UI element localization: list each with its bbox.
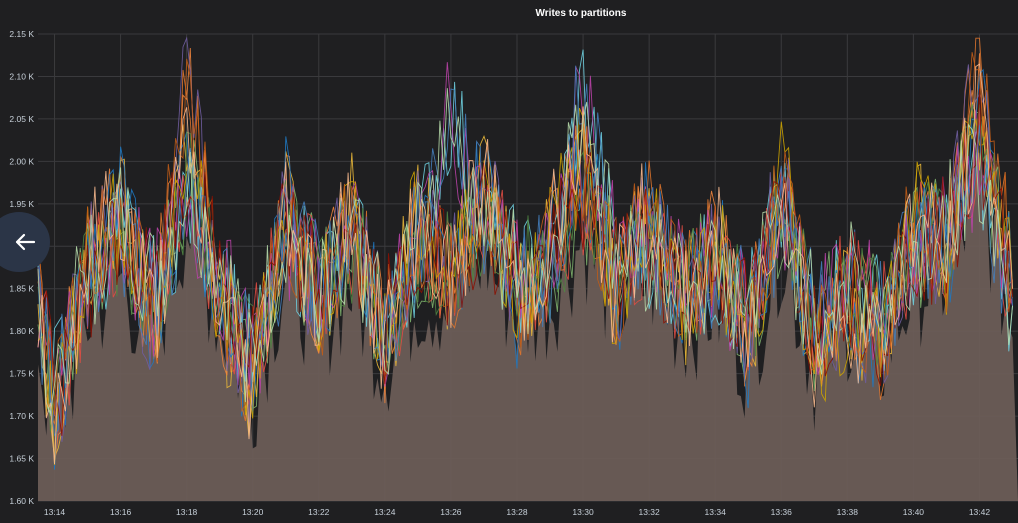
series-line xyxy=(37,103,1013,432)
series-line xyxy=(37,88,1013,415)
y-tick-label: 1.80 K xyxy=(9,326,34,336)
y-tick-label: 1.85 K xyxy=(9,284,34,294)
x-tick-label: 13:34 xyxy=(705,507,727,517)
x-tick-label: 13:26 xyxy=(440,507,462,517)
series-lines xyxy=(37,36,1013,470)
x-tick-label: 13:28 xyxy=(506,507,528,517)
x-tick-label: 13:40 xyxy=(903,507,925,517)
y-tick-label: 1.60 K xyxy=(9,496,34,506)
y-tick-label: 1.65 K xyxy=(9,454,34,464)
chart-title: Writes to partitions xyxy=(536,8,627,19)
x-tick-label: 13:38 xyxy=(837,507,859,517)
x-tick-label: 13:20 xyxy=(242,507,264,517)
x-tick-label: 13:18 xyxy=(176,507,198,517)
x-tick-label: 13:42 xyxy=(969,507,991,517)
x-tick-label: 13:14 xyxy=(44,507,66,517)
arrow-left-icon xyxy=(15,233,36,251)
x-tick-label: 13:36 xyxy=(771,507,793,517)
y-tick-label: 2.05 K xyxy=(9,114,34,124)
x-axis: 13:14 13:16 13:18 13:20 13:22 13:24 13:26 13:28… xyxy=(44,507,990,517)
x-tick-label: 13:32 xyxy=(638,507,660,517)
y-axis: 1.60 K1.65 K1.70 K1.75 K1.80 K1.85 K1.90… xyxy=(9,29,34,506)
back-button[interactable] xyxy=(0,212,50,272)
y-tick-label: 1.95 K xyxy=(9,199,34,209)
x-tick-label: 13:22 xyxy=(308,507,330,517)
series-line xyxy=(37,36,1013,442)
y-tick-label: 1.70 K xyxy=(9,411,34,421)
series-line xyxy=(37,49,1013,416)
y-tick-label: 2.15 K xyxy=(9,29,34,39)
y-tick-label: 2.00 K xyxy=(9,156,34,166)
x-tick-label: 13:24 xyxy=(374,507,396,517)
x-tick-label: 13:30 xyxy=(572,507,594,517)
y-tick-label: 2.10 K xyxy=(9,71,34,81)
x-tick-label: 13:16 xyxy=(110,507,132,517)
series-line xyxy=(37,52,1013,416)
y-tick-label: 1.75 K xyxy=(9,369,34,379)
series-line xyxy=(37,65,1013,437)
